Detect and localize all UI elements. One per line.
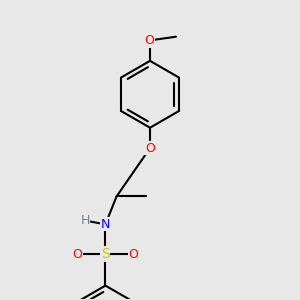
Text: N: N [101,218,110,231]
Text: O: O [145,142,155,154]
Text: O: O [144,34,154,47]
Text: S: S [101,247,110,261]
Text: O: O [128,248,138,260]
Text: O: O [73,248,82,260]
Text: H: H [80,214,90,227]
